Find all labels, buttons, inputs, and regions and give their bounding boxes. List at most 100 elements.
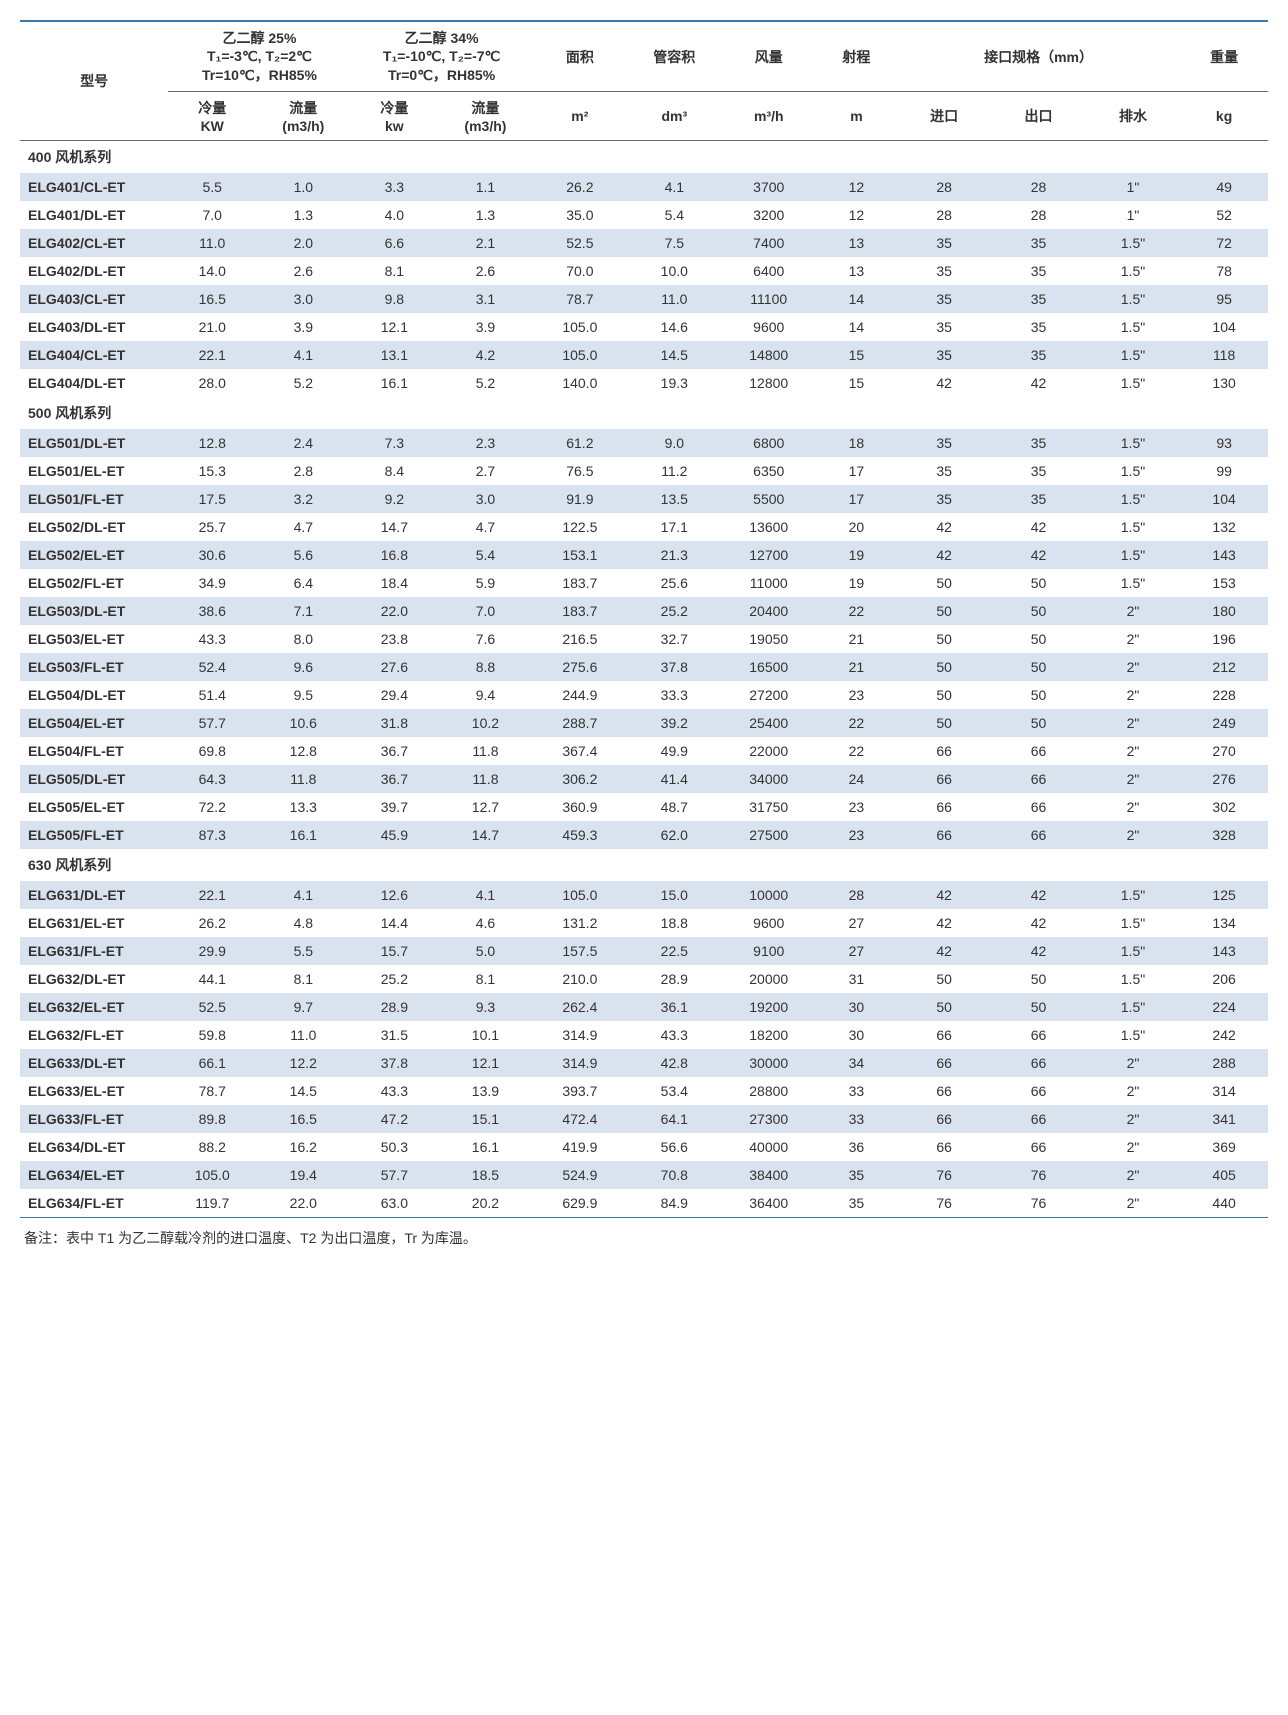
cell-drain: 1.5" xyxy=(1086,429,1180,457)
cell-model: ELG632/DL-ET xyxy=(20,965,168,993)
cell-in: 28 xyxy=(897,173,991,201)
header-glycol34: 乙二醇 34% T₁=-10℃, T₂=-7℃ Tr=0℃，RH85% xyxy=(351,21,533,92)
cell-c25_f: 12.8 xyxy=(256,737,350,765)
cell-model: ELG403/CL-ET xyxy=(20,285,168,313)
cell-air: 20400 xyxy=(722,597,816,625)
cell-model: ELG502/DL-ET xyxy=(20,513,168,541)
cell-c25_f: 2.8 xyxy=(256,457,350,485)
cell-air: 11100 xyxy=(722,285,816,313)
cell-in: 50 xyxy=(897,681,991,709)
cell-c34_kw: 16.8 xyxy=(351,541,439,569)
header-interface: 接口规格（mm） xyxy=(897,21,1180,92)
cell-wt: 95 xyxy=(1180,285,1268,313)
cell-out: 35 xyxy=(991,313,1085,341)
cell-c34_f: 12.1 xyxy=(438,1049,532,1077)
cell-range: 22 xyxy=(816,737,897,765)
cell-model: ELG504/FL-ET xyxy=(20,737,168,765)
cell-c34_f: 20.2 xyxy=(438,1189,532,1217)
cell-wt: 180 xyxy=(1180,597,1268,625)
cell-range: 19 xyxy=(816,569,897,597)
cell-c34_kw: 6.6 xyxy=(351,229,439,257)
table-row: ELG403/DL-ET21.03.912.13.9105.014.696001… xyxy=(20,313,1268,341)
cell-air: 36400 xyxy=(722,1189,816,1217)
cell-area: 76.5 xyxy=(533,457,627,485)
cell-wt: 302 xyxy=(1180,793,1268,821)
cell-in: 76 xyxy=(897,1161,991,1189)
cell-out: 35 xyxy=(991,285,1085,313)
sub-out: 出口 xyxy=(991,92,1085,141)
cell-c34_kw: 37.8 xyxy=(351,1049,439,1077)
cell-wt: 224 xyxy=(1180,993,1268,1021)
cell-range: 20 xyxy=(816,513,897,541)
cell-drain: 1.5" xyxy=(1086,513,1180,541)
cell-wt: 314 xyxy=(1180,1077,1268,1105)
cell-wt: 143 xyxy=(1180,937,1268,965)
cell-wt: 125 xyxy=(1180,881,1268,909)
cell-in: 35 xyxy=(897,229,991,257)
cell-c25_f: 4.7 xyxy=(256,513,350,541)
cell-pipe: 84.9 xyxy=(627,1189,721,1217)
cell-pipe: 14.5 xyxy=(627,341,721,369)
cell-c25_f: 4.1 xyxy=(256,881,350,909)
spec-table: 型号 乙二醇 25% T₁=-3℃, T₂=2℃ Tr=10℃，RH85% 乙二… xyxy=(20,20,1268,1217)
cell-in: 35 xyxy=(897,429,991,457)
cell-c34_f: 3.1 xyxy=(438,285,532,313)
cell-c25_kw: 5.5 xyxy=(168,173,256,201)
cell-range: 23 xyxy=(816,793,897,821)
sub-pipe-unit: dm³ xyxy=(627,92,721,141)
cell-c34_f: 16.1 xyxy=(438,1133,532,1161)
cell-drain: 2" xyxy=(1086,737,1180,765)
cell-air: 9100 xyxy=(722,937,816,965)
cell-model: ELG401/CL-ET xyxy=(20,173,168,201)
cell-c34_kw: 57.7 xyxy=(351,1161,439,1189)
cell-out: 50 xyxy=(991,993,1085,1021)
cell-drain: 2" xyxy=(1086,1105,1180,1133)
cell-c34_f: 11.8 xyxy=(438,765,532,793)
cell-area: 524.9 xyxy=(533,1161,627,1189)
cell-c34_kw: 3.3 xyxy=(351,173,439,201)
cell-wt: 405 xyxy=(1180,1161,1268,1189)
cell-wt: 118 xyxy=(1180,341,1268,369)
cell-c25_f: 11.8 xyxy=(256,765,350,793)
cell-wt: 143 xyxy=(1180,541,1268,569)
cell-wt: 130 xyxy=(1180,369,1268,397)
cell-model: ELG505/FL-ET xyxy=(20,821,168,849)
sub-in: 进口 xyxy=(897,92,991,141)
table-row: ELG505/FL-ET87.316.145.914.7459.362.0275… xyxy=(20,821,1268,849)
cell-air: 5500 xyxy=(722,485,816,513)
cell-c25_f: 9.7 xyxy=(256,993,350,1021)
cell-drain: 2" xyxy=(1086,1161,1180,1189)
cell-c25_kw: 52.5 xyxy=(168,993,256,1021)
table-row: ELG503/EL-ET43.38.023.87.6216.532.719050… xyxy=(20,625,1268,653)
cell-c34_kw: 29.4 xyxy=(351,681,439,709)
cell-wt: 153 xyxy=(1180,569,1268,597)
cell-air: 12800 xyxy=(722,369,816,397)
cell-air: 6800 xyxy=(722,429,816,457)
cell-pipe: 15.0 xyxy=(627,881,721,909)
cell-pipe: 25.6 xyxy=(627,569,721,597)
cell-c25_f: 13.3 xyxy=(256,793,350,821)
cell-c34_kw: 22.0 xyxy=(351,597,439,625)
cell-pipe: 49.9 xyxy=(627,737,721,765)
cell-wt: 49 xyxy=(1180,173,1268,201)
cell-drain: 2" xyxy=(1086,1189,1180,1217)
cell-area: 393.7 xyxy=(533,1077,627,1105)
cell-area: 91.9 xyxy=(533,485,627,513)
cell-c25_kw: 51.4 xyxy=(168,681,256,709)
cell-c34_f: 4.7 xyxy=(438,513,532,541)
cell-out: 50 xyxy=(991,709,1085,737)
cell-wt: 288 xyxy=(1180,1049,1268,1077)
cell-drain: 2" xyxy=(1086,793,1180,821)
cell-area: 183.7 xyxy=(533,569,627,597)
cell-c25_kw: 7.0 xyxy=(168,201,256,229)
cell-c25_f: 6.4 xyxy=(256,569,350,597)
cell-c25_kw: 22.1 xyxy=(168,881,256,909)
cell-c25_kw: 28.0 xyxy=(168,369,256,397)
cell-pipe: 56.6 xyxy=(627,1133,721,1161)
sub-range-unit: m xyxy=(816,92,897,141)
header-glycol25: 乙二醇 25% T₁=-3℃, T₂=2℃ Tr=10℃，RH85% xyxy=(168,21,350,92)
cell-range: 17 xyxy=(816,485,897,513)
cell-range: 35 xyxy=(816,1189,897,1217)
cell-c25_kw: 52.4 xyxy=(168,653,256,681)
cell-range: 15 xyxy=(816,369,897,397)
